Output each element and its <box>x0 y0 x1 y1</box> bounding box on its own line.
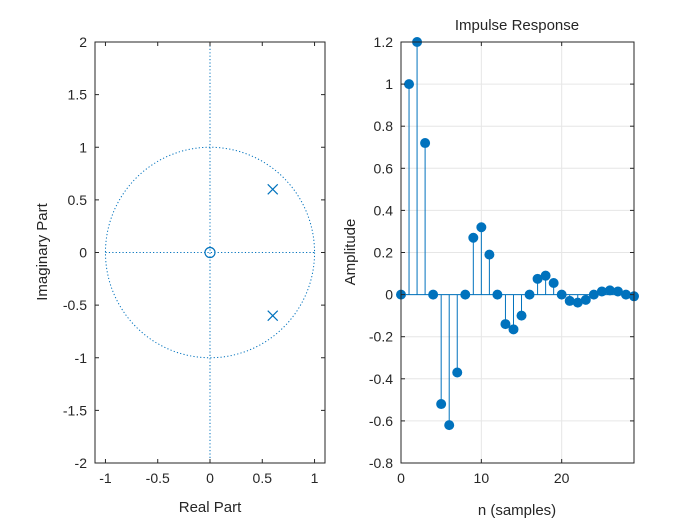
ir-stem <box>548 278 559 295</box>
ir-x-tick-label: 20 <box>554 470 570 486</box>
pz-y-tick-label: -1 <box>75 350 88 366</box>
ir-y-tick-label: -0.6 <box>369 413 393 429</box>
ir-y-tick-label: 1.2 <box>374 34 394 50</box>
ir-stems <box>396 37 639 431</box>
pz-y-tick-label: -2 <box>75 455 88 471</box>
ir-stem <box>420 138 431 295</box>
ir-stem <box>564 294 575 306</box>
ir-stem <box>524 289 535 300</box>
pz-x-tick-label: 0 <box>206 470 214 486</box>
pole-marker <box>267 310 279 322</box>
pz-x-axis-label: Real Part <box>179 499 242 516</box>
pz-x-tick-label: -1 <box>99 470 112 486</box>
unit-circle <box>104 146 316 359</box>
ir-y-tick-label: 0 <box>385 287 393 303</box>
pz-x-tick-label: 0.5 <box>253 470 273 486</box>
ir-stem <box>620 289 631 300</box>
pole-zero-plot: -1 -0.5 0 0.5 1 2 1.5 1 0.5 0 -0.5 -1 -1.5 -2 Real P… <box>34 34 326 516</box>
pz-y-tick-label: -0.5 <box>63 297 87 313</box>
ir-y-tick-label: 1 <box>385 76 393 92</box>
zero-marker <box>204 246 216 259</box>
ir-y-tick-label: 0.6 <box>374 160 394 176</box>
ir-stem <box>580 294 591 305</box>
ir-y-ticks: 1.2 1 0.8 0.6 0.4 0.2 0 -0.2 -0.4 -0.6 -0.8 <box>369 34 634 471</box>
ir-x-tick-label: 10 <box>474 470 490 486</box>
ir-stem <box>572 294 583 308</box>
ir-stem <box>540 270 551 295</box>
ir-y-tick-label: 0.8 <box>374 118 394 134</box>
pz-y-tick-label: -1.5 <box>63 402 87 418</box>
ir-y-tick-label: -0.2 <box>369 329 393 345</box>
pz-x-tick-label: -0.5 <box>146 470 170 486</box>
pz-x-tick-label: 1 <box>311 470 319 486</box>
pz-reference-lines <box>104 42 316 463</box>
ir-y-tick-label: 0.2 <box>374 245 394 261</box>
ir-stem <box>460 289 471 300</box>
ir-y-tick-label: 0.4 <box>374 202 394 218</box>
ir-stem <box>508 294 519 335</box>
ir-stem <box>500 294 511 330</box>
impulse-response-plot: 0 10 20 1.210.80.60.40.20-0.2-0.4-0.6-0.8 … <box>342 17 639 519</box>
ir-stem <box>436 294 447 410</box>
ir-stem <box>476 222 487 295</box>
pz-y-tick-label: 2 <box>79 34 87 50</box>
pz-y-axis-label: Imaginary Part <box>34 202 51 300</box>
pz-y-ticks: 2 1.5 1 0.5 0 -0.5 -1 -1.5 -2 <box>63 34 325 471</box>
pz-y-tick-label: 1 <box>79 139 87 155</box>
ir-stem <box>556 289 567 300</box>
ir-stem <box>484 249 495 295</box>
ir-stem <box>516 294 527 321</box>
pz-y-tick-label: 1.5 <box>68 87 88 103</box>
ir-stem <box>452 294 463 378</box>
ir-stem <box>492 289 503 300</box>
pz-markers <box>204 183 279 322</box>
pz-x-ticks: -1 -0.5 0 0.5 1 <box>99 42 319 486</box>
ir-x-ticks: 0 10 20 <box>397 42 570 486</box>
ir-stem <box>404 79 415 295</box>
pz-y-tick-label: 0 <box>79 245 87 261</box>
ir-stem <box>428 289 439 300</box>
ir-stem <box>444 294 455 431</box>
ir-y-tick-label: -0.8 <box>369 455 393 471</box>
ir-x-axis-label: n (samples) <box>478 502 556 519</box>
ir-y-axis-label: Amplitude <box>342 219 359 286</box>
ir-y-tick-label: -0.4 <box>369 371 393 387</box>
ir-title: Impulse Response <box>455 17 579 34</box>
ir-stem <box>468 232 479 295</box>
pz-y-tick-label: 0.5 <box>68 192 88 208</box>
ir-x-tick-label: 0 <box>397 470 405 486</box>
pole-marker <box>267 183 279 195</box>
